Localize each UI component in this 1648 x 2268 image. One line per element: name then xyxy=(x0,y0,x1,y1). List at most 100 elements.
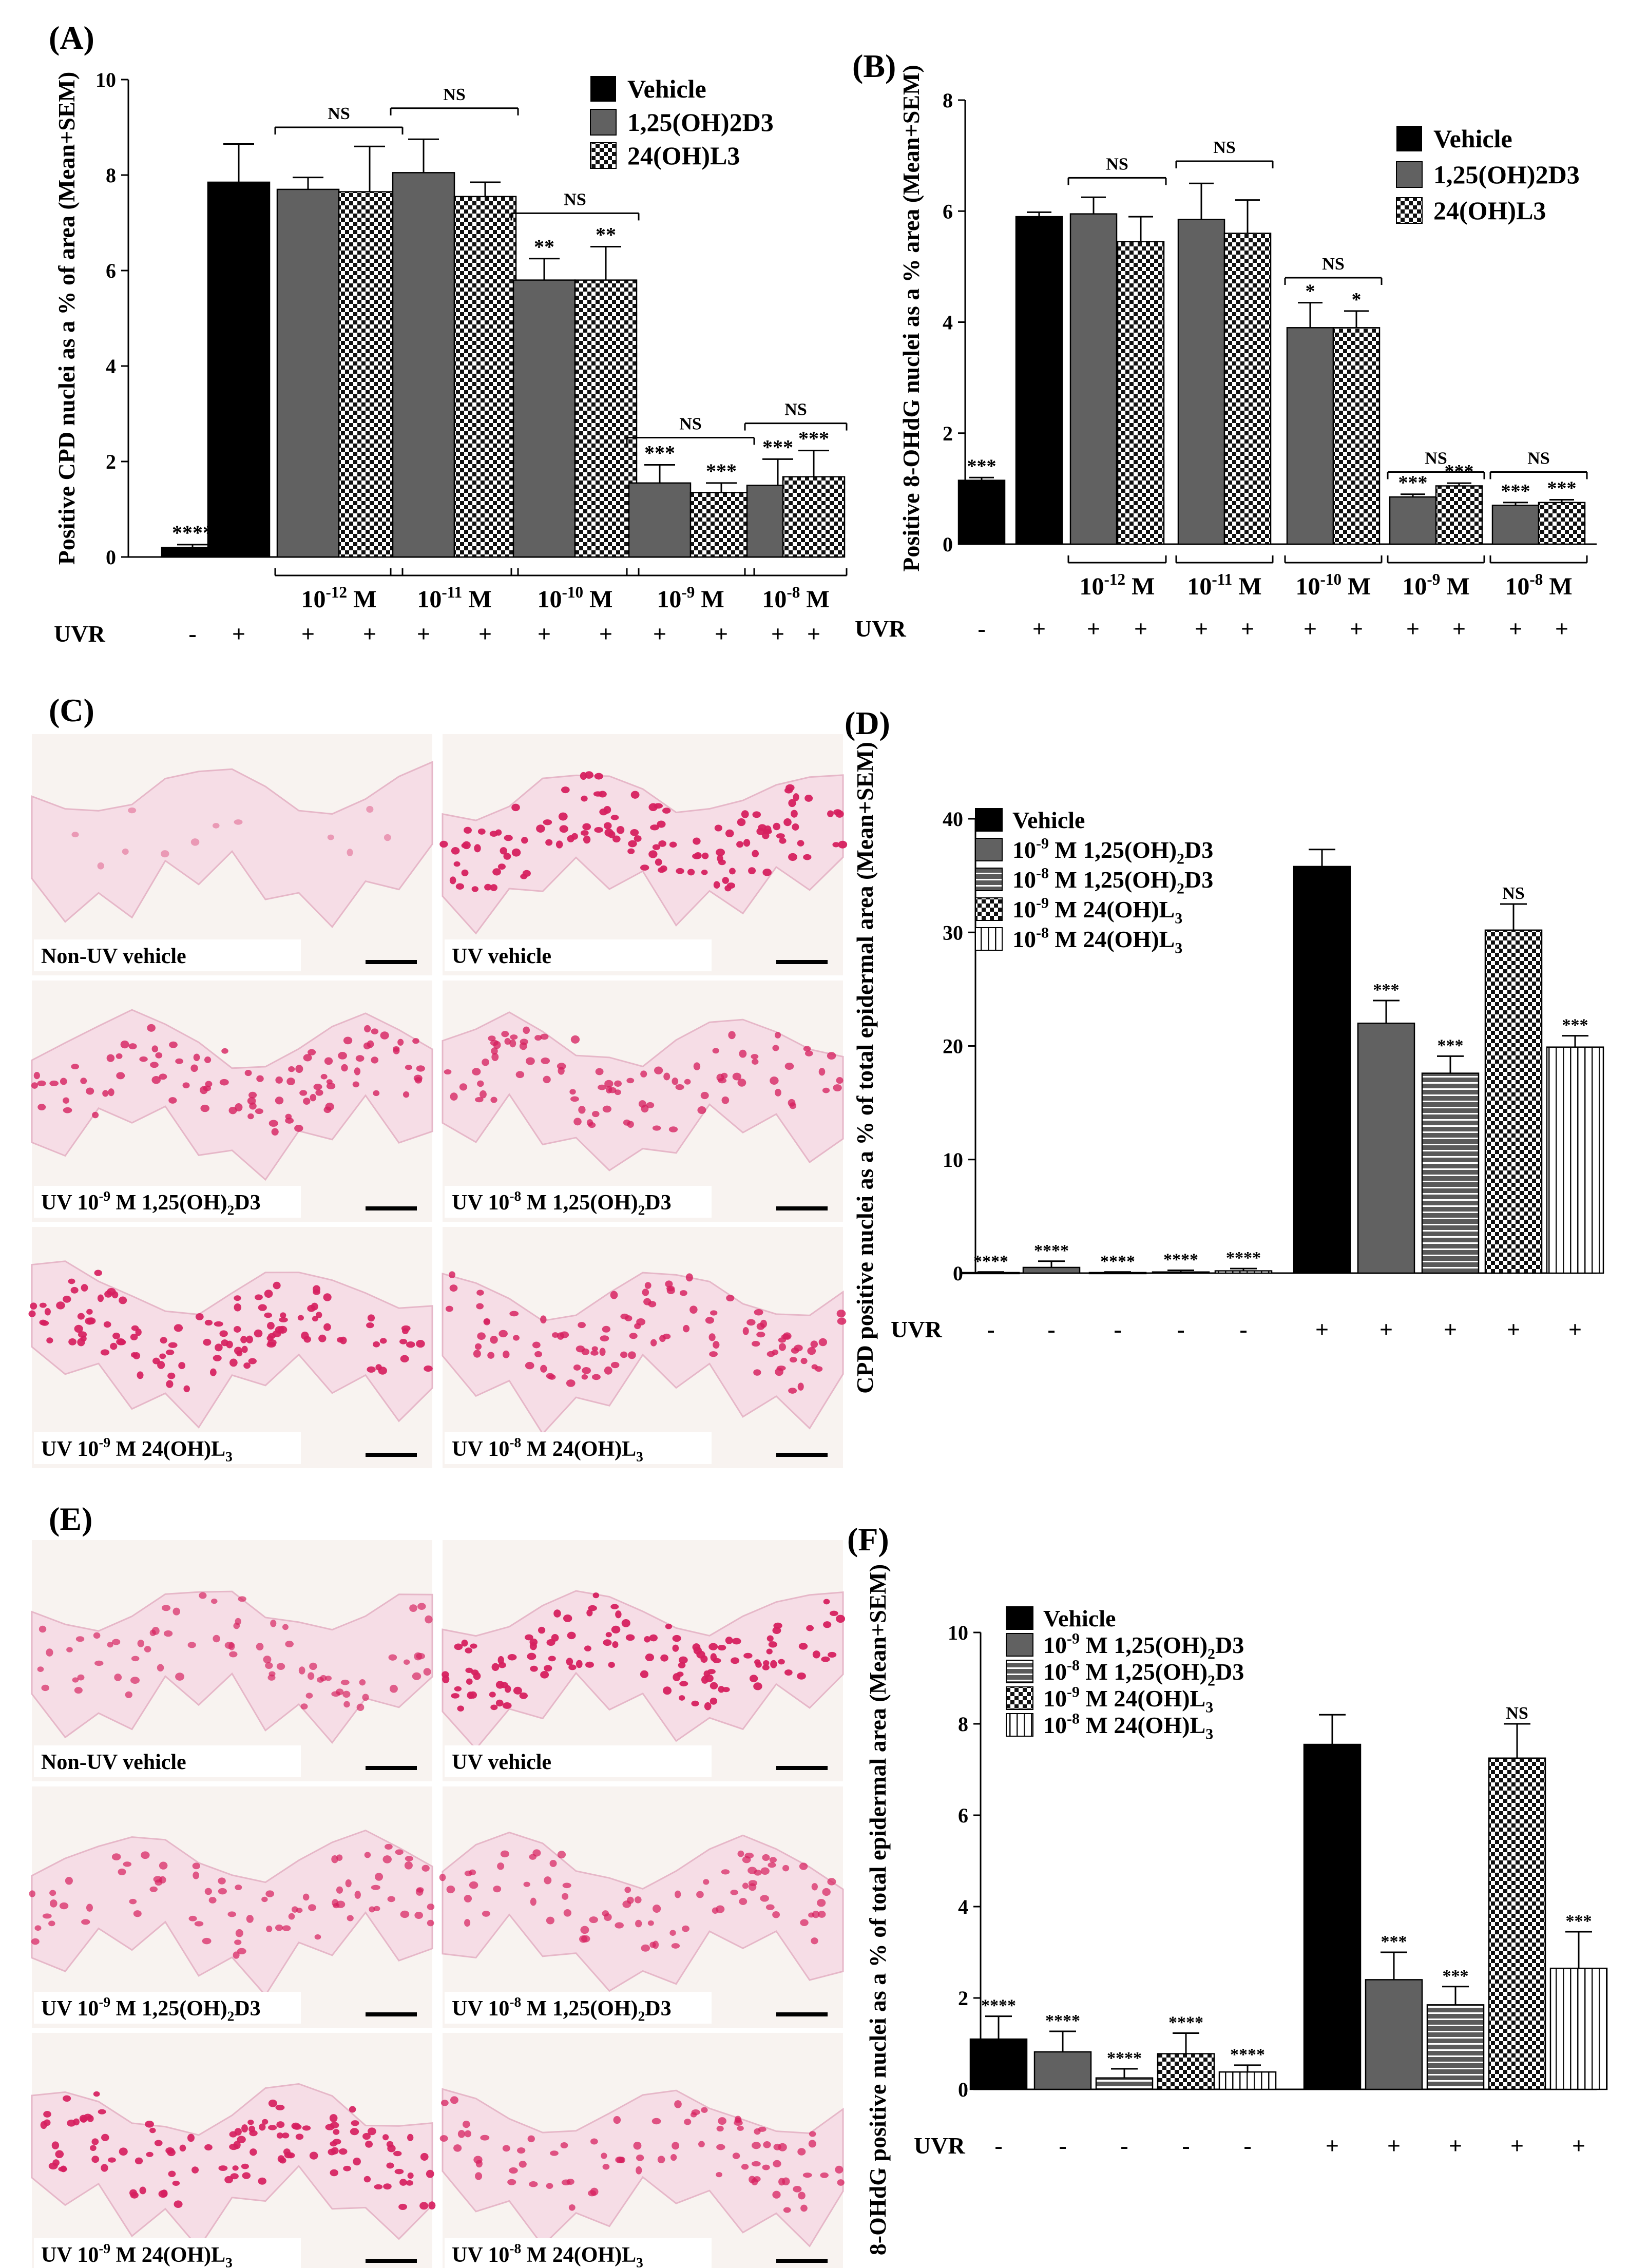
bar xyxy=(1357,1023,1415,1274)
legend-swatch-vehicle xyxy=(1006,1606,1033,1630)
micrograph-label: UV 10-8 M 24(OH)L3​ xyxy=(452,1435,643,1464)
nucleus xyxy=(507,2179,516,2185)
nucleus xyxy=(818,1338,828,1347)
nucleus xyxy=(561,786,570,794)
nucleus xyxy=(794,1344,803,1352)
nucleus xyxy=(489,831,498,837)
nucleus xyxy=(823,1599,830,1605)
nucleus xyxy=(557,1332,565,1340)
nucleus xyxy=(788,1388,797,1394)
nucleus xyxy=(240,1336,247,1343)
nucleus xyxy=(689,1305,698,1314)
nucleus xyxy=(343,1701,350,1708)
nucleus xyxy=(394,2168,404,2175)
nucleus xyxy=(490,884,497,891)
panel-a-legend: Vehicle 1,25(OH)2D3 24(OH)L3 xyxy=(590,74,774,170)
nucleus xyxy=(326,1079,333,1085)
bar xyxy=(453,196,517,558)
legend-label-l3_8: 10-8 M 24(OH)L3​ xyxy=(1012,925,1182,957)
nucleus xyxy=(482,1910,490,1917)
nucleus xyxy=(457,1705,465,1712)
nucleus xyxy=(676,868,684,874)
nucleus xyxy=(173,1607,180,1616)
nucleus xyxy=(581,1348,590,1355)
nucleus xyxy=(707,1669,716,1675)
nucleus xyxy=(159,1073,167,1080)
nucleus xyxy=(103,1321,111,1328)
nucleus xyxy=(269,1120,278,1127)
nucleus xyxy=(833,1084,842,1091)
nucleus xyxy=(90,2145,97,2151)
nucleus xyxy=(123,1861,132,1867)
nucleus xyxy=(737,1850,744,1857)
nucleus xyxy=(693,1062,701,1070)
nucleus xyxy=(672,1077,679,1085)
nucleus xyxy=(762,869,772,876)
nucleus xyxy=(119,2147,128,2156)
nucleus xyxy=(648,850,658,858)
nucleus xyxy=(144,1646,151,1652)
legend-swatch-lumisterol xyxy=(1396,197,1423,224)
nucleus xyxy=(679,1290,687,1296)
nucleus xyxy=(246,1335,253,1343)
nucleus xyxy=(275,1097,284,1105)
nucleus xyxy=(797,1672,806,1680)
nucleus xyxy=(407,2134,414,2141)
nucleus xyxy=(588,1122,596,1128)
nucleus xyxy=(548,1656,556,1662)
nucleus xyxy=(168,1342,178,1348)
nucleus xyxy=(663,1686,672,1695)
nucleus xyxy=(683,1324,690,1333)
micrograph-label-box xyxy=(34,1992,301,2024)
nucleus xyxy=(248,1358,257,1364)
nucleus xyxy=(500,847,507,855)
significance-label: **** xyxy=(973,1252,1008,1271)
nucleus xyxy=(762,1854,770,1861)
nucleus xyxy=(532,1341,541,1349)
nucleus xyxy=(333,2129,340,2135)
nucleus xyxy=(561,2179,571,2185)
nucleus xyxy=(141,1851,150,1859)
significance-label: *** xyxy=(1547,478,1577,499)
nucleus xyxy=(204,1056,212,1063)
nucleus xyxy=(701,2107,708,2113)
nucleus xyxy=(822,1087,830,1093)
nucleus xyxy=(657,2156,665,2164)
nucleus xyxy=(728,1031,736,1040)
nucleus xyxy=(39,1302,47,1308)
nucleus xyxy=(766,1648,773,1655)
nucleus xyxy=(582,1367,591,1374)
nucleus xyxy=(763,1660,770,1666)
nucleus xyxy=(442,1675,450,1683)
nucleus xyxy=(579,1935,588,1943)
nucleus xyxy=(808,1912,815,1918)
uvr-sign: + xyxy=(1350,616,1363,642)
nucleus xyxy=(543,819,552,825)
nucleus xyxy=(362,2132,371,2140)
nucleus xyxy=(803,1046,811,1052)
nucleus xyxy=(473,2156,483,2164)
nucleus xyxy=(784,1062,794,1070)
uvr-sign: - xyxy=(978,616,985,642)
nucleus xyxy=(125,1691,132,1698)
nucleus xyxy=(492,868,501,876)
nucleus xyxy=(601,2152,607,2159)
bar xyxy=(1069,213,1118,545)
nucleus xyxy=(41,1684,50,1692)
nucleus xyxy=(398,2203,408,2211)
nucleus xyxy=(783,2207,791,2213)
nucleus xyxy=(454,1686,462,1692)
nucleus xyxy=(424,1365,433,1372)
nucleus xyxy=(397,1039,404,1046)
nucleus xyxy=(227,1911,237,1917)
nucleus xyxy=(85,1317,94,1325)
dose-label: 10-10 M xyxy=(1296,570,1371,600)
y-tick-label: 2 xyxy=(106,450,116,473)
nucleus xyxy=(540,1033,549,1040)
nucleus xyxy=(464,1894,472,1902)
nucleus xyxy=(532,1849,541,1857)
legend-label-l3_8: 10-8 M 24(OH)L3​ xyxy=(1043,1710,1213,1743)
nucleus xyxy=(752,811,761,818)
nucleus xyxy=(511,803,520,812)
micrograph-tile: UV 10-9 M 1,25(OH)2D3 xyxy=(31,981,433,1222)
